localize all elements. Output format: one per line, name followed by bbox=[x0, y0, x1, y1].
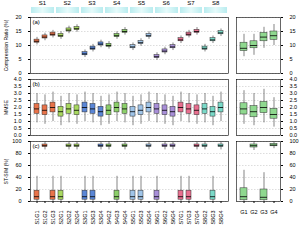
svg-text:S6G4: S6G4 bbox=[170, 211, 176, 225]
svg-text:S5G4: S5G4 bbox=[146, 211, 152, 225]
svg-text:MMSE: MMSE bbox=[3, 99, 9, 115]
svg-text:15: 15 bbox=[15, 28, 21, 34]
html-text:S2: S2 bbox=[63, 0, 71, 6]
svg-text:S4G3: S4G3 bbox=[114, 211, 120, 225]
svg-text:20: 20 bbox=[290, 186, 296, 192]
svg-text:5: 5 bbox=[18, 56, 21, 62]
svg-text:40: 40 bbox=[15, 174, 21, 180]
html-text:S8: S8 bbox=[212, 0, 220, 6]
svg-text:0.5: 0.5 bbox=[290, 125, 298, 131]
svg-text:(b): (b) bbox=[33, 81, 40, 87]
svg-text:G1: G1 bbox=[240, 209, 247, 215]
svg-text:S3G1: S3G1 bbox=[82, 211, 88, 225]
svg-text:5: 5 bbox=[290, 56, 293, 62]
svg-text:ST-SIM (%): ST-SIM (%) bbox=[3, 158, 9, 184]
svg-text:20: 20 bbox=[15, 186, 21, 192]
svg-text:S5G3: S5G3 bbox=[138, 211, 144, 225]
svg-text:S4G2: S4G2 bbox=[106, 211, 112, 225]
svg-text:80: 80 bbox=[15, 150, 21, 156]
svg-text:0: 0 bbox=[290, 198, 293, 204]
svg-text:S2G1: S2G1 bbox=[58, 211, 64, 225]
svg-text:1.5: 1.5 bbox=[290, 111, 298, 117]
svg-text:80: 80 bbox=[290, 150, 296, 156]
svg-text:0: 0 bbox=[18, 198, 21, 204]
svg-text:S1G3: S1G3 bbox=[50, 211, 56, 225]
html-text:S7: S7 bbox=[187, 0, 195, 6]
svg-text:S2G4: S2G4 bbox=[74, 211, 80, 225]
svg-text:S5G1: S5G1 bbox=[130, 211, 136, 225]
svg-text:100: 100 bbox=[12, 138, 21, 144]
svg-text:3.0: 3.0 bbox=[14, 90, 22, 96]
svg-text:3.0: 3.0 bbox=[290, 90, 298, 96]
svg-text:S6G2: S6G2 bbox=[162, 211, 168, 225]
svg-text:S1G2: S1G2 bbox=[42, 211, 48, 225]
svg-text:20: 20 bbox=[290, 14, 296, 20]
svg-text:1.0: 1.0 bbox=[290, 118, 298, 124]
svg-text:2.0: 2.0 bbox=[14, 104, 22, 110]
svg-text:60: 60 bbox=[290, 162, 296, 168]
svg-text:S7G1: S7G1 bbox=[178, 211, 184, 225]
svg-text:0.0: 0.0 bbox=[13, 132, 22, 139]
html-text:S1: S1 bbox=[38, 0, 46, 6]
svg-text:S8G2: S8G2 bbox=[202, 211, 208, 225]
svg-text:4.0: 4.0 bbox=[290, 76, 298, 82]
svg-text:20: 20 bbox=[15, 14, 21, 20]
html-text:S6: S6 bbox=[162, 0, 170, 6]
svg-text:60: 60 bbox=[15, 162, 21, 168]
svg-text:1.0: 1.0 bbox=[14, 118, 22, 124]
svg-text:G3: G3 bbox=[260, 209, 267, 215]
svg-text:(a): (a) bbox=[33, 19, 40, 25]
svg-text:1.5: 1.5 bbox=[14, 111, 22, 117]
svg-text:2.0: 2.0 bbox=[290, 104, 298, 110]
svg-text:15: 15 bbox=[290, 28, 296, 34]
svg-text:S8G4: S8G4 bbox=[218, 211, 224, 225]
svg-text:S3G3: S3G3 bbox=[90, 211, 96, 225]
svg-text:0: 0 bbox=[289, 70, 293, 77]
svg-text:3.5: 3.5 bbox=[14, 83, 22, 89]
html-text:S4: S4 bbox=[113, 0, 121, 6]
svg-text:10: 10 bbox=[290, 42, 296, 48]
svg-text:100: 100 bbox=[290, 138, 299, 144]
svg-text:0: 0 bbox=[18, 70, 22, 77]
svg-text:0.5: 0.5 bbox=[14, 125, 22, 131]
svg-text:0.0: 0.0 bbox=[289, 132, 298, 139]
svg-text:2.5: 2.5 bbox=[290, 97, 298, 103]
svg-text:S1G1: S1G1 bbox=[34, 211, 40, 225]
svg-text:3.5: 3.5 bbox=[290, 83, 298, 89]
svg-text:S3G4: S3G4 bbox=[98, 211, 104, 225]
svg-text:S8G3: S8G3 bbox=[210, 211, 216, 225]
svg-text:(c): (c) bbox=[33, 143, 40, 149]
svg-text:10: 10 bbox=[15, 42, 21, 48]
svg-text:2.5: 2.5 bbox=[14, 97, 22, 103]
svg-text:S6G1: S6G1 bbox=[154, 211, 160, 225]
svg-text:40: 40 bbox=[290, 174, 296, 180]
svg-text:S4G4: S4G4 bbox=[122, 211, 128, 225]
svg-text:S7G4: S7G4 bbox=[194, 211, 200, 225]
svg-text:S2G2: S2G2 bbox=[66, 211, 72, 225]
svg-text:Compression Ratio (%): Compression Ratio (%) bbox=[3, 19, 9, 71]
svg-text:G4: G4 bbox=[270, 209, 277, 215]
svg-text:4.0: 4.0 bbox=[14, 76, 22, 82]
html-text:S3: S3 bbox=[88, 0, 96, 6]
svg-text:G2: G2 bbox=[250, 209, 257, 215]
svg-text:S7G3: S7G3 bbox=[186, 211, 192, 225]
html-text:S5: S5 bbox=[137, 0, 145, 6]
